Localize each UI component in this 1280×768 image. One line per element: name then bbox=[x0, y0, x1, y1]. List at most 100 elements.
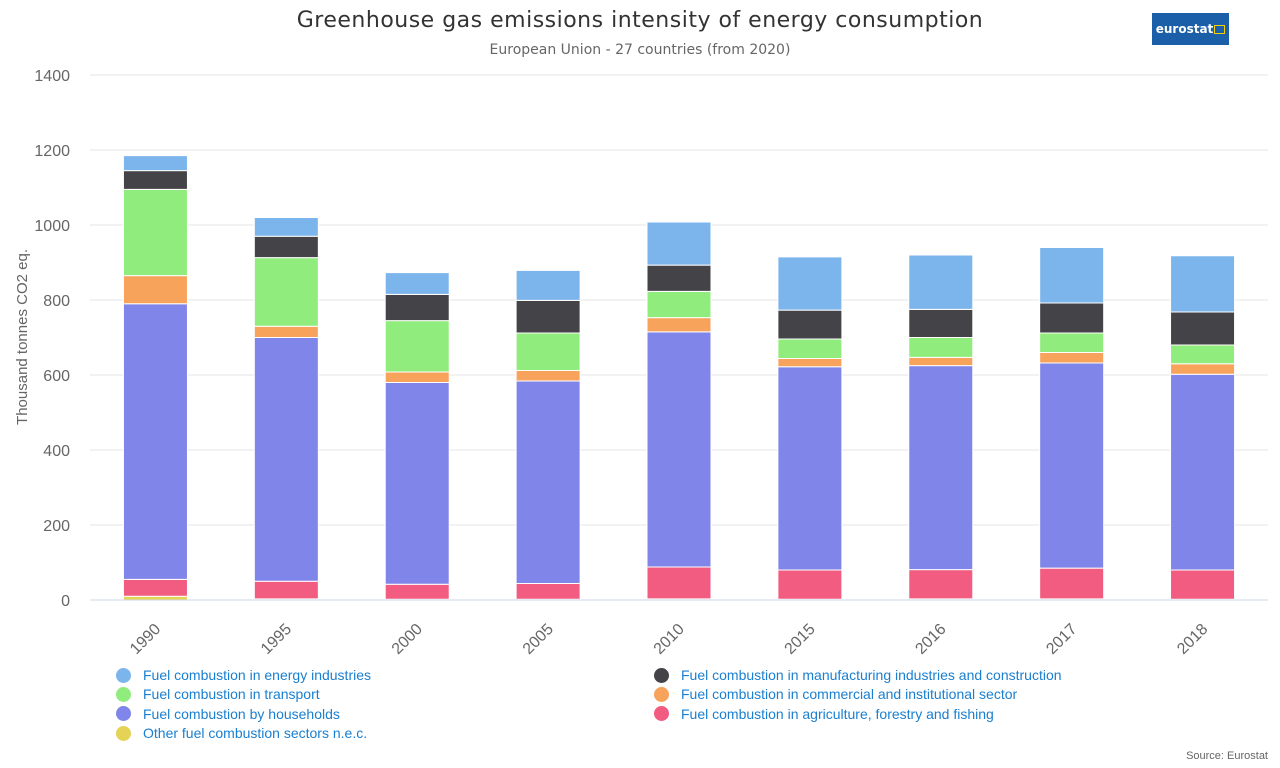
legend-dot-icon bbox=[654, 667, 669, 683]
legend-label: Fuel combustion in manufacturing industr… bbox=[681, 667, 1062, 683]
source-label: Source: Eurostat bbox=[1186, 750, 1268, 762]
bar-segment[interactable]: Fuel combustion in manufacturing industr… bbox=[122, 170, 188, 190]
x-tick-label: 2000 bbox=[389, 621, 426, 658]
legend-label: Fuel combustion in energy industries bbox=[143, 667, 372, 683]
x-tick-label: 2005 bbox=[520, 621, 557, 658]
legend-item[interactable]: Fuel combustion by households bbox=[116, 706, 340, 722]
bar-segment[interactable]: Fuel combustion in energy industries 201… bbox=[1039, 247, 1105, 304]
bar-segment[interactable]: Fuel combustion by households 2018: 522 bbox=[1170, 373, 1236, 571]
legend-label: Fuel combustion by households bbox=[143, 705, 340, 722]
y-tick-label: 1200 bbox=[34, 143, 70, 160]
legend-dot-icon bbox=[116, 667, 131, 683]
bar-segment[interactable]: Fuel combustion in commercial and instit… bbox=[908, 356, 974, 367]
legend-item[interactable]: Fuel combustion in energy industries bbox=[116, 667, 371, 683]
bar-segment[interactable]: Fuel combustion by households 2017: 547 bbox=[1039, 362, 1105, 569]
bar-segment[interactable]: Fuel combustion in energy industries 201… bbox=[777, 256, 843, 311]
bar-segment[interactable]: Fuel combustion in transport 2000: 137 bbox=[384, 320, 450, 373]
bar-segment[interactable]: Fuel combustion in transport 1990: 230 bbox=[122, 188, 188, 277]
y-tick-label: 800 bbox=[43, 293, 70, 310]
bar-segment[interactable]: Fuel combustion in manufacturing industr… bbox=[384, 293, 450, 322]
eurostat-logo[interactable]: eurostat bbox=[1152, 13, 1229, 45]
bar-segment[interactable]: Fuel combustion in commercial and instit… bbox=[1039, 352, 1105, 364]
legend-dot-icon bbox=[654, 686, 669, 702]
x-tick-label: 2015 bbox=[782, 621, 819, 658]
legend-label: Fuel combustion in commercial and instit… bbox=[681, 686, 1018, 703]
x-tick-label: 2017 bbox=[1043, 621, 1080, 658]
bar-segment[interactable]: Fuel combustion in agriculture, forestry… bbox=[1170, 569, 1236, 600]
legend-label: Other fuel combustion sectors n.e.c. bbox=[143, 725, 368, 742]
bar-segment[interactable]: Fuel combustion by households 2000: 538 bbox=[384, 382, 450, 585]
bar-segment[interactable]: Fuel combustion in transport 1995: 183 bbox=[253, 257, 319, 327]
chart-title: Greenhouse gas emissions intensity of en… bbox=[296, 8, 984, 33]
bar-segment[interactable]: Fuel combustion in energy industries 199… bbox=[253, 217, 319, 237]
legend-dot-icon bbox=[116, 686, 131, 702]
y-axis-title: Thousand tonnes CO2 eq. bbox=[14, 249, 31, 425]
bar-segment[interactable]: Fuel combustion in agriculture, forestry… bbox=[1039, 567, 1105, 600]
bar-segment[interactable]: Fuel combustion in agriculture, forestry… bbox=[253, 580, 319, 600]
bar-segment[interactable]: Fuel combustion in transport 2016: 53 bbox=[908, 337, 974, 358]
legend-item[interactable]: Fuel combustion in commercial and instit… bbox=[654, 686, 1017, 702]
bar-segment[interactable]: Fuel combustion in energy industries 200… bbox=[515, 269, 581, 301]
bar-segment[interactable]: Fuel combustion in energy industries 201… bbox=[1170, 255, 1236, 313]
bar-segment[interactable]: Fuel combustion in transport 2005: 100 bbox=[515, 332, 581, 371]
bar-segment[interactable]: Fuel combustion in commercial and instit… bbox=[777, 358, 843, 368]
bar-segment[interactable]: Fuel combustion in commercial and instit… bbox=[384, 371, 450, 383]
y-axis-ticks: 0 200 400 600 800 1000 1200 1400 bbox=[34, 68, 70, 610]
x-axis-ticks: 1990 1995 2000 2005 2010 2015 2016 2017 2018 bbox=[127, 621, 1211, 658]
x-tick-label: 2018 bbox=[1174, 621, 1211, 658]
bar-segment[interactable]: Fuel combustion in commercial and instit… bbox=[122, 275, 188, 305]
y-tick-label: 600 bbox=[43, 368, 70, 385]
bar-segment[interactable]: Fuel combustion in commercial and instit… bbox=[646, 317, 712, 333]
x-tick-label: 2010 bbox=[651, 621, 688, 658]
bar-segment[interactable]: Fuel combustion in manufacturing industr… bbox=[1039, 302, 1105, 334]
y-tick-label: 1400 bbox=[34, 68, 70, 85]
bar-segment[interactable]: Fuel combustion in transport 2015: 52 bbox=[777, 338, 843, 359]
y-tick-label: 400 bbox=[43, 443, 70, 460]
bar-segment[interactable]: Fuel combustion in manufacturing industr… bbox=[646, 264, 712, 292]
bar-segment[interactable]: Fuel combustion by households 2015: 542 bbox=[777, 366, 843, 571]
bar-segment[interactable]: Fuel combustion in energy industries 201… bbox=[908, 254, 974, 310]
x-tick-label: 2016 bbox=[912, 621, 949, 658]
legend-label: Fuel combustion in agriculture, forestry… bbox=[681, 705, 994, 722]
bar-segment[interactable]: Fuel combustion in transport 2010: 70 bbox=[646, 290, 712, 319]
x-tick-label: 1995 bbox=[258, 621, 295, 658]
bar-segment[interactable]: Fuel combustion in agriculture, forestry… bbox=[122, 578, 188, 597]
bar-segment[interactable]: Fuel combustion in agriculture, forestry… bbox=[515, 583, 581, 600]
bar-segment[interactable]: Fuel combustion in energy industries 201… bbox=[646, 221, 712, 266]
y-tick-label: 1000 bbox=[34, 218, 70, 235]
bar-segment[interactable]: Fuel combustion in manufacturing industr… bbox=[1170, 311, 1236, 346]
bar-segment[interactable]: Fuel combustion in commercial and instit… bbox=[1170, 363, 1236, 375]
bar-segment[interactable]: Fuel combustion in manufacturing industr… bbox=[908, 308, 974, 338]
bar-segment[interactable]: Fuel combustion by households 1990: 735 bbox=[122, 303, 188, 580]
bar-segment[interactable]: Fuel combustion in agriculture, forestry… bbox=[384, 583, 450, 600]
bar-segment[interactable]: Fuel combustion in energy industries 199… bbox=[122, 155, 188, 172]
bar-segment[interactable]: Fuel combustion by households 1995: 650 bbox=[253, 337, 319, 582]
logo-text: eurostat bbox=[1155, 22, 1214, 36]
bar-segment[interactable]: Fuel combustion in agriculture, forestry… bbox=[646, 566, 712, 600]
bar-segment[interactable]: Fuel combustion in manufacturing industr… bbox=[777, 309, 843, 340]
legend-item[interactable]: Other fuel combustion sectors n.e.c. bbox=[116, 725, 367, 741]
chart-subtitle: European Union - 27 countries (from 2020… bbox=[489, 42, 791, 58]
legend-dot-icon bbox=[116, 706, 131, 722]
bar-segment[interactable]: Fuel combustion in manufacturing industr… bbox=[515, 299, 581, 334]
bar-segment[interactable]: Fuel combustion in transport 2017: 52 bbox=[1039, 332, 1105, 353]
bar-segment[interactable]: Other fuel combustion sectors n.e.c. 199… bbox=[122, 595, 188, 601]
legend-dot-icon bbox=[654, 706, 669, 722]
bar-segment[interactable]: Fuel combustion by households 2005: 540 bbox=[515, 380, 581, 584]
bar-segment[interactable]: Fuel combustion in manufacturing industr… bbox=[253, 235, 319, 259]
bar-segment[interactable]: Fuel combustion by households 2016: 544 bbox=[908, 365, 974, 571]
legend-item[interactable]: Fuel combustion in manufacturing industr… bbox=[654, 667, 1062, 683]
legend-item[interactable]: Fuel combustion in transport bbox=[116, 686, 320, 702]
legend-item[interactable]: Fuel combustion in agriculture, forestry… bbox=[654, 706, 994, 722]
bar-segment[interactable]: Fuel combustion in energy industries 200… bbox=[384, 272, 450, 295]
legend-label: Fuel combustion in transport bbox=[143, 686, 320, 703]
eu-flag-icon bbox=[1214, 24, 1226, 34]
x-tick-label: 1990 bbox=[127, 621, 164, 658]
bar-segment[interactable]: Fuel combustion by households 2010: 627 bbox=[646, 331, 712, 568]
bar-segment[interactable]: Fuel combustion in agriculture, forestry… bbox=[908, 569, 974, 600]
bar-segment[interactable]: Fuel combustion in transport 2018: 50 bbox=[1170, 344, 1236, 365]
bar-segment[interactable]: Fuel combustion in agriculture, forestry… bbox=[777, 569, 843, 600]
bar-segment[interactable]: Fuel combustion in commercial and instit… bbox=[253, 325, 319, 338]
y-tick-label: 200 bbox=[43, 518, 70, 535]
bar-segment[interactable]: Fuel combustion in commercial and instit… bbox=[515, 370, 581, 382]
